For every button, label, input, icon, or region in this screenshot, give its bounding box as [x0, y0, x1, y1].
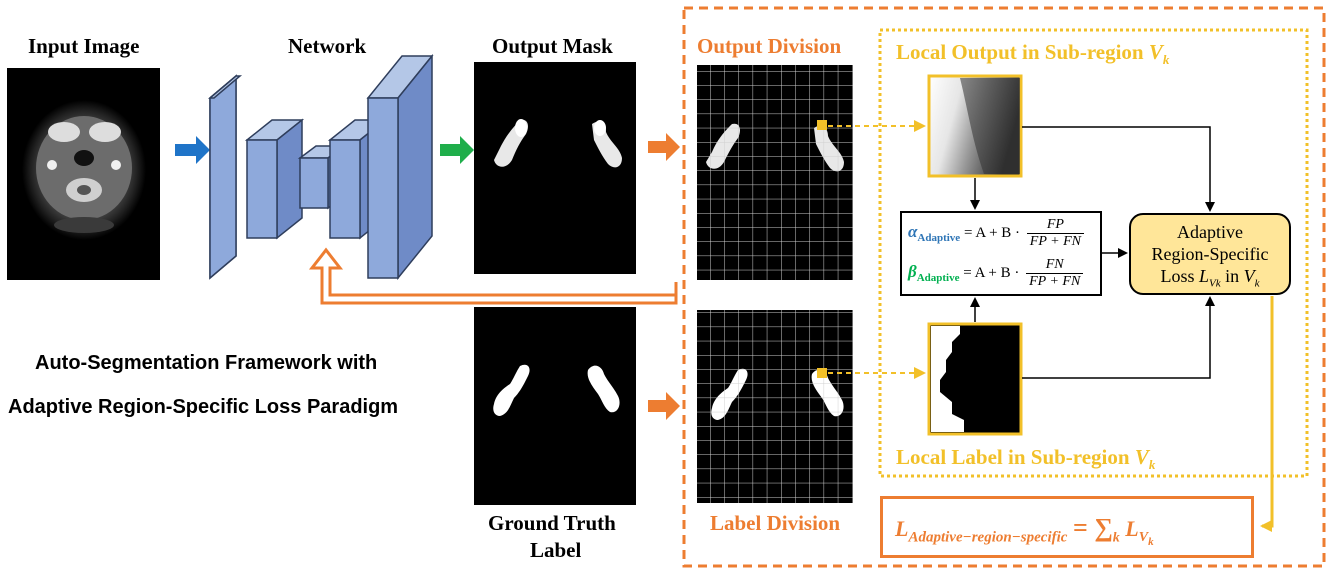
blue-arrow — [175, 136, 210, 164]
adaptive-loss-line1: Adaptive — [1177, 222, 1243, 242]
orange-arrow-label — [648, 392, 680, 420]
arrow-output-to-loss — [1022, 126, 1215, 212]
output-mask-label: Output Mask — [492, 34, 613, 58]
feedback-arrow-shape — [308, 247, 678, 305]
network-blocks — [207, 53, 434, 281]
input-ct-image — [7, 68, 160, 280]
network-label: Network — [288, 34, 367, 58]
arrow-label-to-loss — [1022, 296, 1215, 379]
ground-truth-label-line2: Label — [530, 538, 582, 562]
local-label-label: Local Label in Sub-region Vk — [896, 445, 1156, 473]
framework-title-line2: Adaptive Region-Specific Loss Paradigm — [8, 396, 399, 418]
label-division-label: Label Division — [710, 511, 841, 535]
inner-dotted-box — [878, 28, 1309, 478]
adaptive-loss-box: Adaptive Region-Specific Loss LVk in Vk — [1129, 213, 1291, 295]
ground-truth-label-line1: Ground Truth — [488, 511, 616, 535]
arrow-loss-to-total — [1260, 296, 1274, 532]
adaptive-loss-line3: Loss LVk in Vk — [1160, 266, 1260, 290]
label-division-grid — [697, 310, 853, 503]
input-image-label: Input Image — [28, 34, 140, 58]
orange-arrow-output — [648, 133, 680, 161]
green-arrow — [440, 136, 474, 164]
local-label-patch — [927, 322, 1023, 436]
output-mask-image — [474, 62, 636, 274]
total-loss-box: LAdaptive−region−specific = ∑k LVk — [880, 496, 1254, 558]
local-output-label: Local Output in Sub-region Vk — [896, 40, 1170, 68]
adaptive-coefficient-equations: αAdaptive = A + B · FP FP + FN βAdaptive … — [900, 211, 1102, 296]
alpha-equation: αAdaptive = A + B · FP FP + FN — [908, 217, 1084, 250]
output-division-label: Output Division — [697, 34, 842, 58]
outer-dashed-box — [682, 6, 1326, 568]
beta-equation: βAdaptive = A + B · FN FP + FN — [908, 257, 1084, 290]
total-loss-formula: LAdaptive−region−specific = ∑k LVk — [895, 513, 1154, 549]
adaptive-loss-line2: Region-Specific — [1151, 244, 1269, 264]
framework-title-line1: Auto-Segmentation Framework with — [35, 352, 378, 374]
ground-truth-image — [474, 307, 636, 505]
local-output-patch — [927, 74, 1023, 178]
output-division-grid — [697, 65, 853, 280]
